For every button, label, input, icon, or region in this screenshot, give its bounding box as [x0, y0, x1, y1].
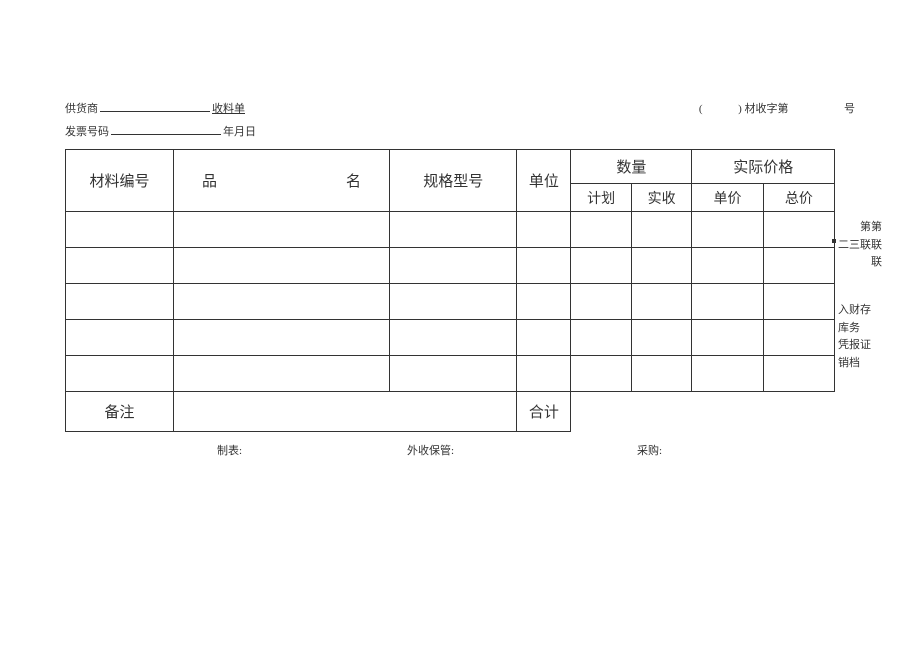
side-note: 第第 二三联联 联 入财存 库务 凭报证 销档: [838, 219, 898, 372]
td-remark: 备注: [66, 392, 174, 432]
td-remark-span: [174, 392, 517, 432]
th-price-group: 实际价格: [692, 150, 835, 184]
footer-signatures: 制表: 外收保管: 采购:: [65, 442, 855, 458]
sig-maker: 制表:: [217, 442, 407, 458]
side-line: 入财存: [838, 302, 898, 320]
td-sum-label: 合计: [517, 392, 571, 432]
th-name-left: 品: [202, 170, 217, 191]
th-plan: 计划: [571, 184, 631, 212]
table-row: [66, 248, 835, 284]
side-line: 第第: [838, 219, 898, 237]
table-row: [66, 356, 835, 392]
side-line: 库务: [838, 320, 898, 338]
th-unit: 单位: [517, 150, 571, 212]
supplier-underline: [100, 100, 210, 112]
header-line-1: 供货商 收料单 ( ) 材收字第 号: [65, 100, 855, 119]
th-spec: 规格型号: [390, 150, 517, 212]
side-line: 二三联联: [838, 237, 898, 255]
doc-number-label: 材收字第: [745, 103, 789, 115]
invoice-label: 发票号码: [65, 124, 109, 142]
th-material-code: 材料编号: [66, 150, 174, 212]
doc-number-suffix: 号: [844, 103, 855, 115]
th-recv: 实收: [631, 184, 691, 212]
td-sum-area: [571, 392, 835, 432]
date-label: 年月日: [223, 124, 256, 142]
table-row: [66, 284, 835, 320]
th-qty-group: 数量: [571, 150, 692, 184]
side-line: 联: [838, 254, 898, 272]
invoice-underline: [111, 123, 221, 135]
th-unitprice: 单价: [692, 184, 763, 212]
receipt-title: 收料单: [212, 101, 245, 119]
header-area: 供货商 收料单 ( ) 材收字第 号 发票号码 年月日: [65, 100, 855, 141]
th-name: 品 名: [174, 150, 390, 212]
receipt-table: 材料编号 品 名 规格型号 单位 数量 实际价格 计划 实收 单价 总价: [65, 149, 835, 432]
th-total: 总价: [763, 184, 834, 212]
supplier-label: 供货商: [65, 101, 98, 119]
header-line-2: 发票号码 年月日: [65, 123, 855, 142]
table-row: [66, 212, 835, 248]
th-name-right: 名: [346, 170, 361, 191]
sig-buyer: 采购:: [637, 442, 662, 458]
side-line: 凭报证: [838, 337, 898, 355]
table-row: [66, 320, 835, 356]
sig-keeper: 外收保管:: [407, 442, 637, 458]
bullet-icon: [832, 239, 836, 243]
side-line: 销档: [838, 355, 898, 373]
paren-open: (: [699, 103, 703, 115]
doc-number-group: ( ) 材收字第 号: [699, 101, 855, 119]
paren-close: ): [738, 103, 742, 115]
table-footer-row: 备注 合计: [66, 392, 835, 432]
